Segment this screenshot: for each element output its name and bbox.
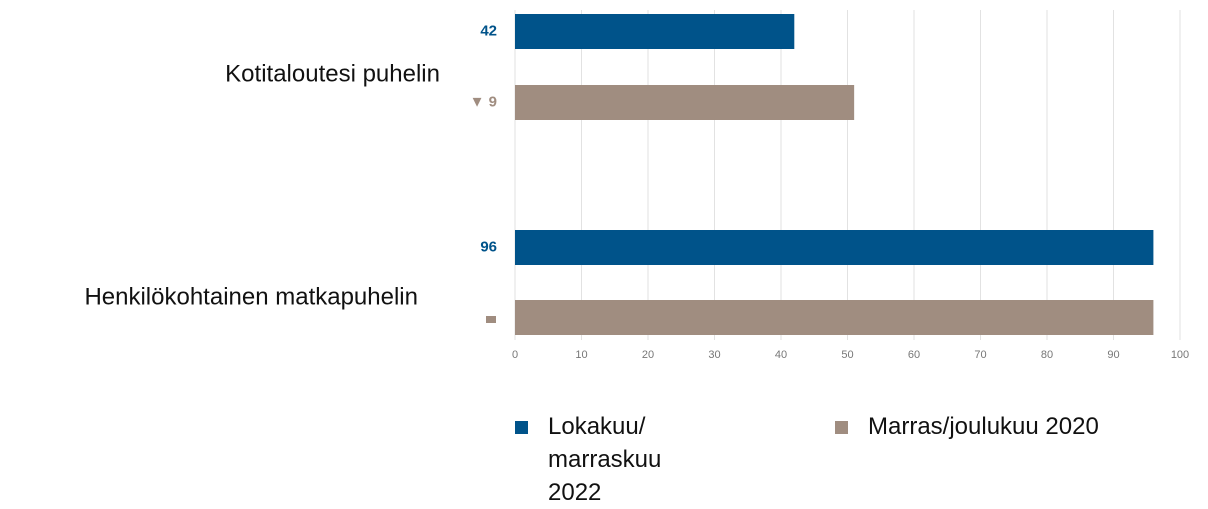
x-tick-label: 30 <box>708 349 720 361</box>
x-tick-label: 90 <box>1107 349 1119 361</box>
x-tick-label: 40 <box>775 349 787 361</box>
legend-label: Marras/joulukuu 2020 <box>868 413 1099 440</box>
legend-swatch <box>515 421 528 434</box>
x-tick-label: 60 <box>908 349 920 361</box>
no-change-icon <box>486 316 496 323</box>
change-label: ▼ 9 <box>470 93 497 110</box>
legend-item: Marras/joulukuu 2020 <box>835 410 1108 443</box>
bar <box>515 85 855 120</box>
value-label: 42 <box>480 22 497 39</box>
value-label: 96 <box>480 238 497 255</box>
x-tick-label: 10 <box>575 349 587 361</box>
x-tick-label: 70 <box>974 349 986 361</box>
legend-swatch <box>835 421 848 434</box>
legend-item: Lokakuu/ marraskuu 2022 <box>515 410 698 509</box>
legend-label: Lokakuu/ marraskuu 2022 <box>548 413 662 506</box>
x-tick-label: 100 <box>1171 349 1189 361</box>
bar <box>515 300 1154 335</box>
x-tick-label: 20 <box>642 349 654 361</box>
x-tick-label: 0 <box>512 349 518 361</box>
bar <box>515 14 795 49</box>
bar <box>515 230 1154 265</box>
category-label: Kotitaloutesi puhelin <box>225 60 440 87</box>
x-tick-label: 50 <box>841 349 853 361</box>
x-tick-label: 80 <box>1041 349 1053 361</box>
category-label: Henkilökohtainen matkapuhelin <box>84 283 418 310</box>
